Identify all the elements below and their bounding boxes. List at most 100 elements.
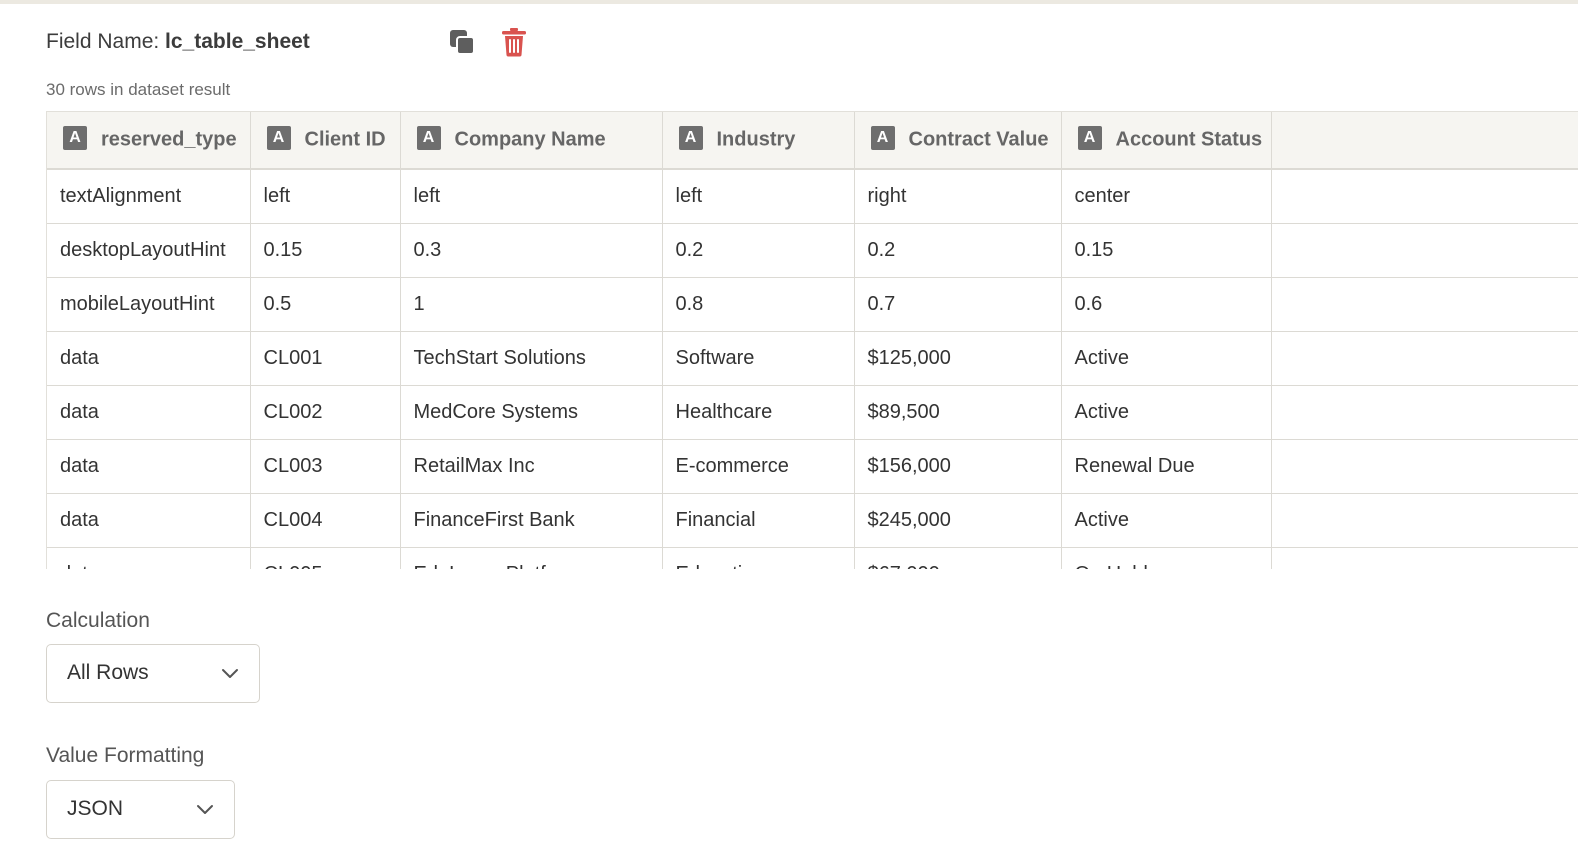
table-cell-filler bbox=[1271, 277, 1578, 332]
copy-field-button[interactable] bbox=[446, 26, 478, 58]
table-cell-filler bbox=[1271, 493, 1578, 548]
column-header-account-status[interactable]: A Account Status bbox=[1061, 112, 1272, 170]
table-cell: Software bbox=[662, 331, 855, 386]
row-count-text: 30 rows in dataset result bbox=[46, 80, 231, 99]
table-cell: data bbox=[47, 439, 251, 494]
table-cell: $245,000 bbox=[854, 493, 1062, 548]
table-cell: 0.15 bbox=[250, 223, 401, 278]
table-row: textAlignment left left left right cente… bbox=[47, 169, 1578, 224]
value-formatting-select[interactable]: JSON bbox=[46, 780, 235, 839]
text-type-badge: A bbox=[1077, 126, 1102, 150]
table-cell: CL002 bbox=[250, 385, 401, 440]
text-type-badge: A bbox=[678, 126, 703, 150]
table-row: data CL001 TechStart Solutions Software … bbox=[47, 331, 1578, 386]
table-cell: data bbox=[47, 493, 251, 548]
table-cell: CL003 bbox=[250, 439, 401, 494]
column-header-company-name[interactable]: A Company Name bbox=[400, 112, 663, 170]
table-cell: center bbox=[1061, 169, 1272, 224]
table-cell: 0.8 bbox=[662, 277, 855, 332]
table-cell: 1 bbox=[400, 277, 663, 332]
table-cell: 0.3 bbox=[400, 223, 663, 278]
table-cell: data bbox=[47, 331, 251, 386]
table-cell: mobileLayoutHint bbox=[47, 277, 251, 332]
table-cell: 0.2 bbox=[662, 223, 855, 278]
table-cell: data bbox=[47, 385, 251, 440]
table-cell: textAlignment bbox=[47, 169, 251, 224]
column-header-contract-value[interactable]: A Contract Value bbox=[854, 112, 1062, 170]
table-cell: MedCore Systems bbox=[400, 385, 663, 440]
table-cell: 0.15 bbox=[1061, 223, 1272, 278]
table-cell-filler bbox=[1271, 331, 1578, 386]
calculation-select-value: All Rows bbox=[67, 661, 149, 684]
text-type-badge: A bbox=[870, 126, 895, 150]
table-cell: 0.2 bbox=[854, 223, 1062, 278]
value-formatting-label: Value Formatting bbox=[46, 744, 205, 767]
chevron-down-icon bbox=[222, 669, 238, 678]
table-cell-filler bbox=[1271, 169, 1578, 224]
table-cell: EduLearn Platform bbox=[400, 547, 663, 569]
delete-field-button[interactable] bbox=[498, 26, 530, 58]
table-cell: Education bbox=[662, 547, 855, 569]
column-header-industry[interactable]: A Industry bbox=[662, 112, 855, 170]
text-type-badge: A bbox=[63, 126, 87, 150]
table-cell: $67,000 bbox=[854, 547, 1062, 569]
table-cell: TechStart Solutions bbox=[400, 331, 663, 386]
column-header-client-id[interactable]: A Client ID bbox=[250, 112, 401, 170]
table-cell-filler bbox=[1271, 223, 1578, 278]
table-cell: left bbox=[662, 169, 855, 224]
table-cell: Active bbox=[1061, 331, 1272, 386]
copy-icon bbox=[450, 30, 475, 55]
table-cell: left bbox=[400, 169, 663, 224]
value-formatting-select-value: JSON bbox=[67, 797, 124, 820]
table-cell: FinanceFirst Bank bbox=[400, 493, 663, 548]
table-cell: left bbox=[250, 169, 401, 224]
field-name-label: Field Name: bbox=[46, 30, 166, 53]
top-divider bbox=[0, 0, 1578, 4]
trash-icon bbox=[502, 28, 526, 57]
column-header-label: Client ID bbox=[304, 128, 386, 151]
column-header-label: reserved_type bbox=[101, 128, 237, 151]
table-row: mobileLayoutHint 0.5 1 0.8 0.7 0.6 bbox=[47, 277, 1578, 332]
calculation-label: Calculation bbox=[46, 609, 150, 632]
table-cell: CL004 bbox=[250, 493, 401, 548]
table-cell: data bbox=[47, 547, 251, 569]
table-cell: Financial bbox=[662, 493, 855, 548]
table-cell: Renewal Due bbox=[1061, 439, 1272, 494]
table-cell: Active bbox=[1061, 385, 1272, 440]
table-cell-filler bbox=[1271, 439, 1578, 494]
field-header: Field Name: lc_table_sheet bbox=[46, 26, 546, 58]
field-name-text: Field Name: lc_table_sheet bbox=[46, 30, 310, 54]
text-type-badge: A bbox=[416, 126, 441, 150]
table-cell: $89,500 bbox=[854, 385, 1062, 440]
table-cell: E-commerce bbox=[662, 439, 855, 494]
table-row: data CL005 EduLearn Platform Education $… bbox=[47, 547, 1578, 569]
column-header-label: Account Status bbox=[1115, 128, 1263, 151]
table-cell: CL005 bbox=[250, 547, 401, 569]
chevron-down-icon bbox=[197, 805, 213, 814]
table-cell: 0.7 bbox=[854, 277, 1062, 332]
column-header-label: Company Name bbox=[454, 128, 606, 151]
table-cell: On Hold bbox=[1061, 547, 1272, 569]
table-cell: $125,000 bbox=[854, 331, 1062, 386]
table-row: data CL002 MedCore Systems Healthcare $8… bbox=[47, 385, 1578, 440]
calculation-select[interactable]: All Rows bbox=[46, 644, 260, 703]
field-name-value: lc_table_sheet bbox=[165, 30, 310, 53]
table-cell: Healthcare bbox=[662, 385, 855, 440]
table-cell: CL001 bbox=[250, 331, 401, 386]
column-header-filler bbox=[1271, 112, 1578, 170]
table-cell: RetailMax Inc bbox=[400, 439, 663, 494]
table-cell: 0.5 bbox=[250, 277, 401, 332]
table-cell: right bbox=[854, 169, 1062, 224]
table-cell-filler bbox=[1271, 385, 1578, 440]
text-type-badge: A bbox=[266, 126, 291, 150]
column-header-label: Industry bbox=[716, 128, 796, 151]
table-cell-filler bbox=[1271, 547, 1578, 569]
table-row: data CL003 RetailMax Inc E-commerce $156… bbox=[47, 439, 1578, 494]
table-row: data CL004 FinanceFirst Bank Financial $… bbox=[47, 493, 1578, 548]
table-cell: desktopLayoutHint bbox=[47, 223, 251, 278]
table-row: desktopLayoutHint 0.15 0.3 0.2 0.2 0.15 bbox=[47, 223, 1578, 278]
